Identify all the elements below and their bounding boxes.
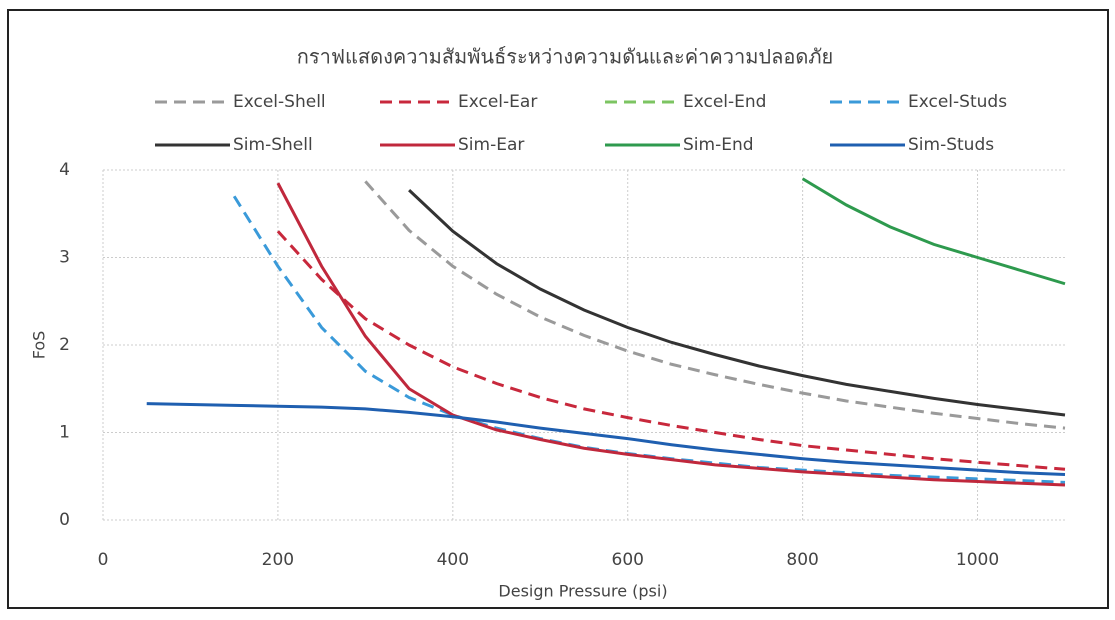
legend-label: Sim-Ear xyxy=(458,135,524,155)
legend-label: Sim-Studs xyxy=(908,135,994,155)
chart-title: กราฟแสดงความสัมพันธ์ระหว่างความดันและค่า… xyxy=(297,45,834,69)
y-tick-label: 3 xyxy=(59,248,70,268)
chart: กราฟแสดงความสัมพันธ์ระหว่างความดันและค่า… xyxy=(0,0,1115,616)
x-tick-label: 1000 xyxy=(956,550,999,570)
y-tick-label: 1 xyxy=(59,423,70,443)
x-tick-label: 200 xyxy=(262,550,294,570)
series-line xyxy=(803,179,1065,284)
series-line xyxy=(409,190,1065,415)
y-tick-label: 0 xyxy=(59,510,70,530)
series-line xyxy=(278,183,1065,485)
series-line xyxy=(234,196,1065,482)
x-axis-label: Design Pressure (psi) xyxy=(498,582,667,601)
legend-label: Excel-Ear xyxy=(458,92,537,112)
legend-label: Sim-Shell xyxy=(233,135,313,155)
legend-label: Sim-End xyxy=(683,135,754,155)
x-tick-label: 400 xyxy=(437,550,469,570)
legend-label: Excel-Shell xyxy=(233,92,326,112)
legend-label: Excel-End xyxy=(683,92,766,112)
y-tick-label: 4 xyxy=(59,160,70,180)
x-tick-label: 600 xyxy=(612,550,644,570)
y-axis-label: FoS xyxy=(30,331,49,360)
series-line xyxy=(365,181,1065,428)
x-tick-label: 0 xyxy=(98,550,109,570)
legend-label: Excel-Studs xyxy=(908,92,1007,112)
series-line xyxy=(278,231,1065,469)
y-tick-label: 2 xyxy=(59,335,70,355)
x-tick-label: 800 xyxy=(786,550,818,570)
